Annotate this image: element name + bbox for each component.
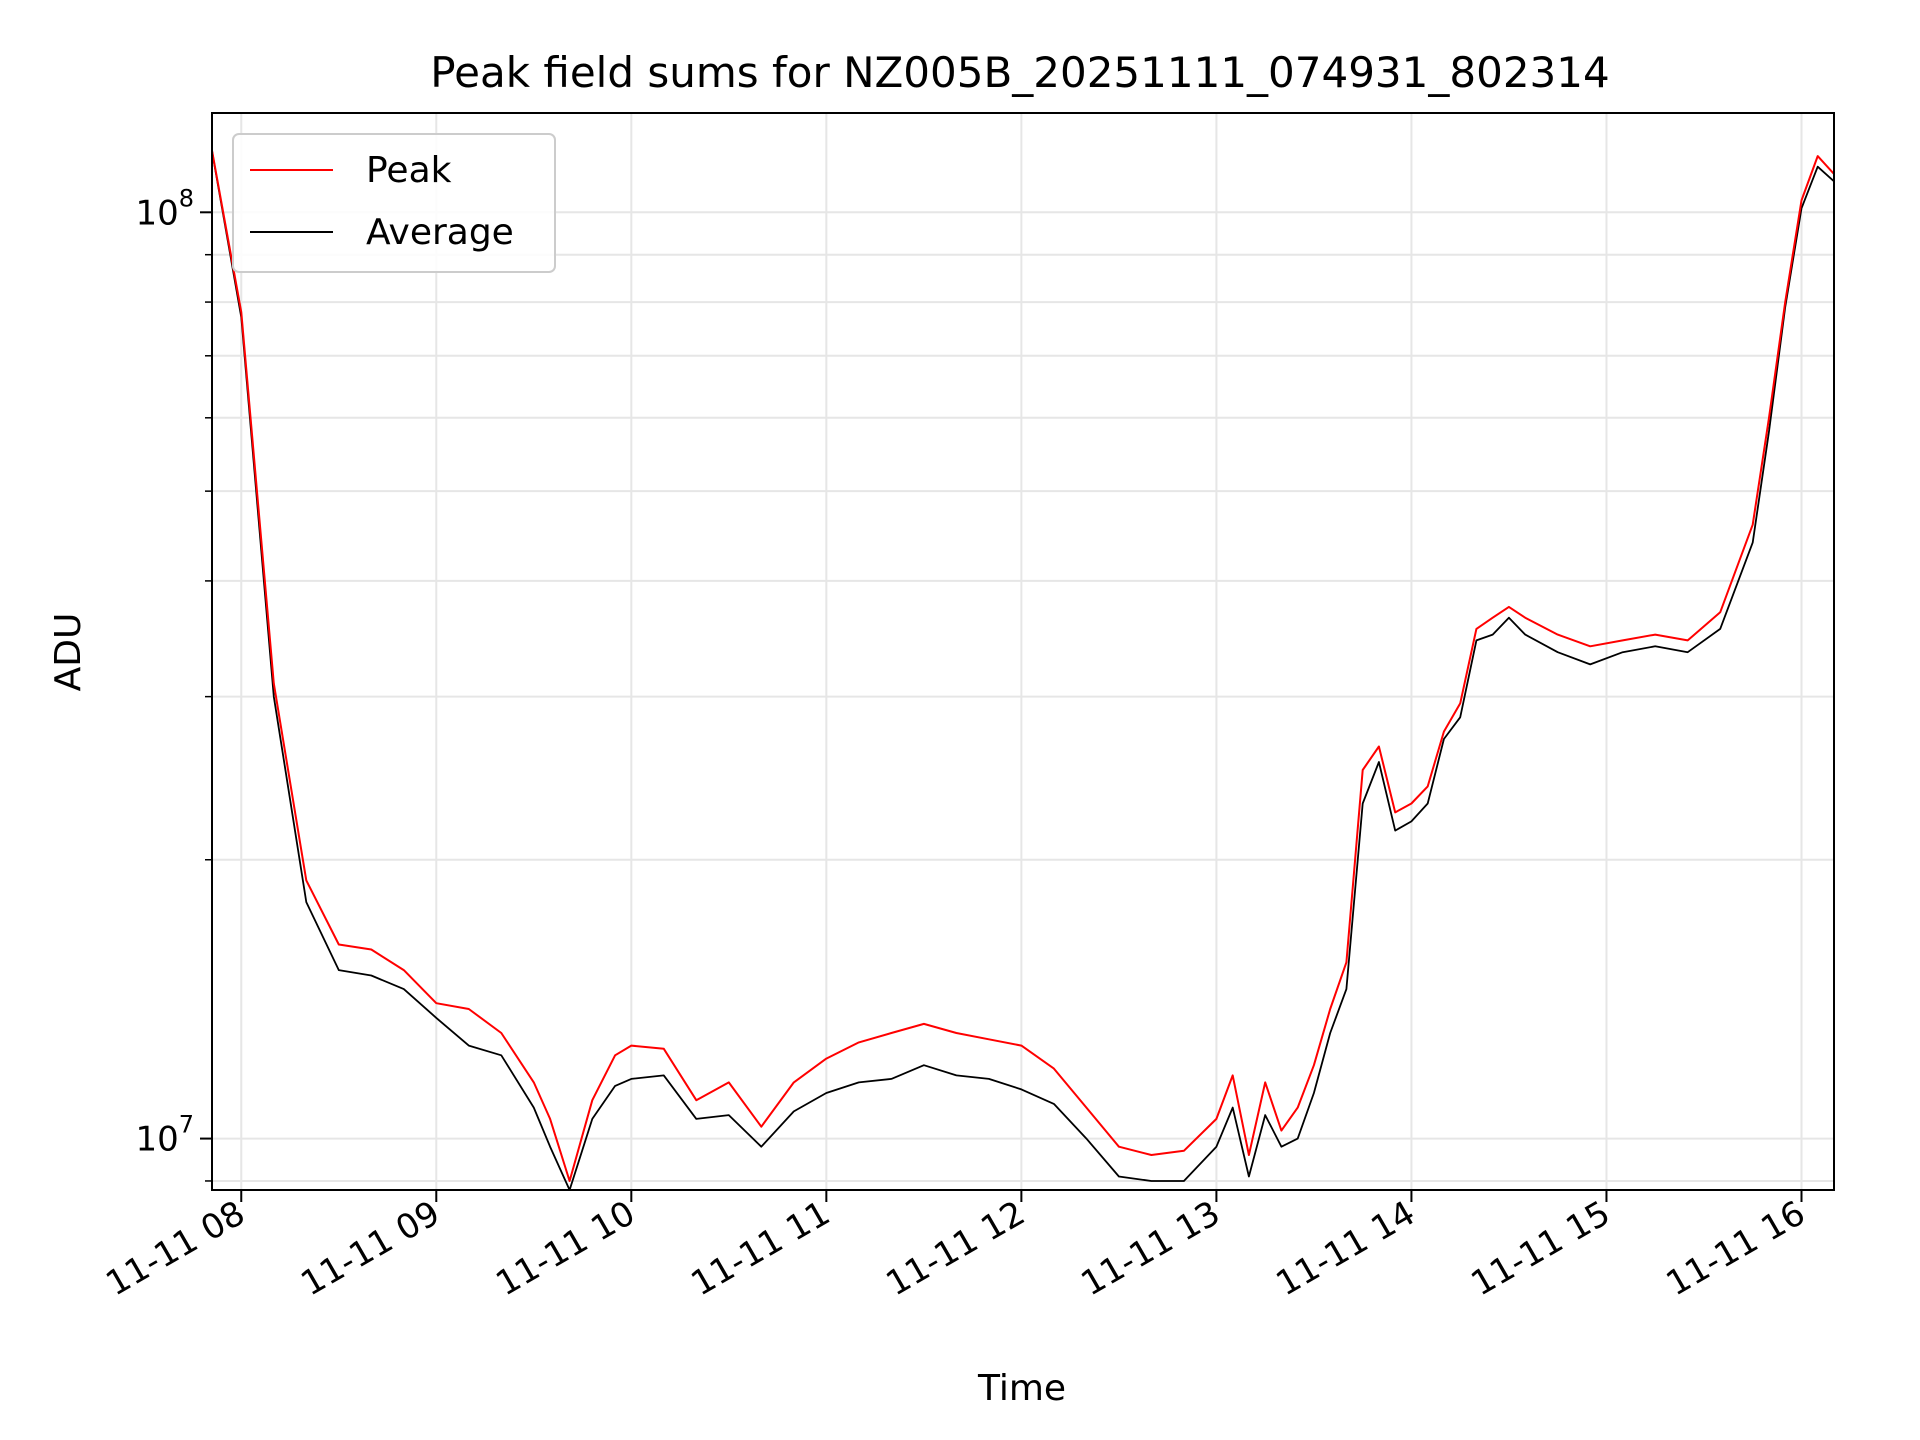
legend: Peak Average <box>232 133 556 273</box>
series-layer <box>212 144 1834 1190</box>
y-axis-title: ADU <box>48 613 89 692</box>
y-tick-label: 108 <box>135 184 194 233</box>
y-tick-label: 107 <box>135 1111 194 1160</box>
legend-label-peak: Peak <box>366 150 452 191</box>
series-line-average <box>212 145 1834 1190</box>
legend-label-average: Average <box>366 212 514 253</box>
series-line-peak <box>212 144 1834 1182</box>
x-axis-title: Time <box>977 1368 1066 1409</box>
plot-frame <box>211 112 1835 1191</box>
y-axis: 107 108 <box>135 184 212 1182</box>
legend-box <box>232 133 556 273</box>
chart-title: Peak field sums for NZ005B_20251111_0749… <box>430 48 1609 97</box>
